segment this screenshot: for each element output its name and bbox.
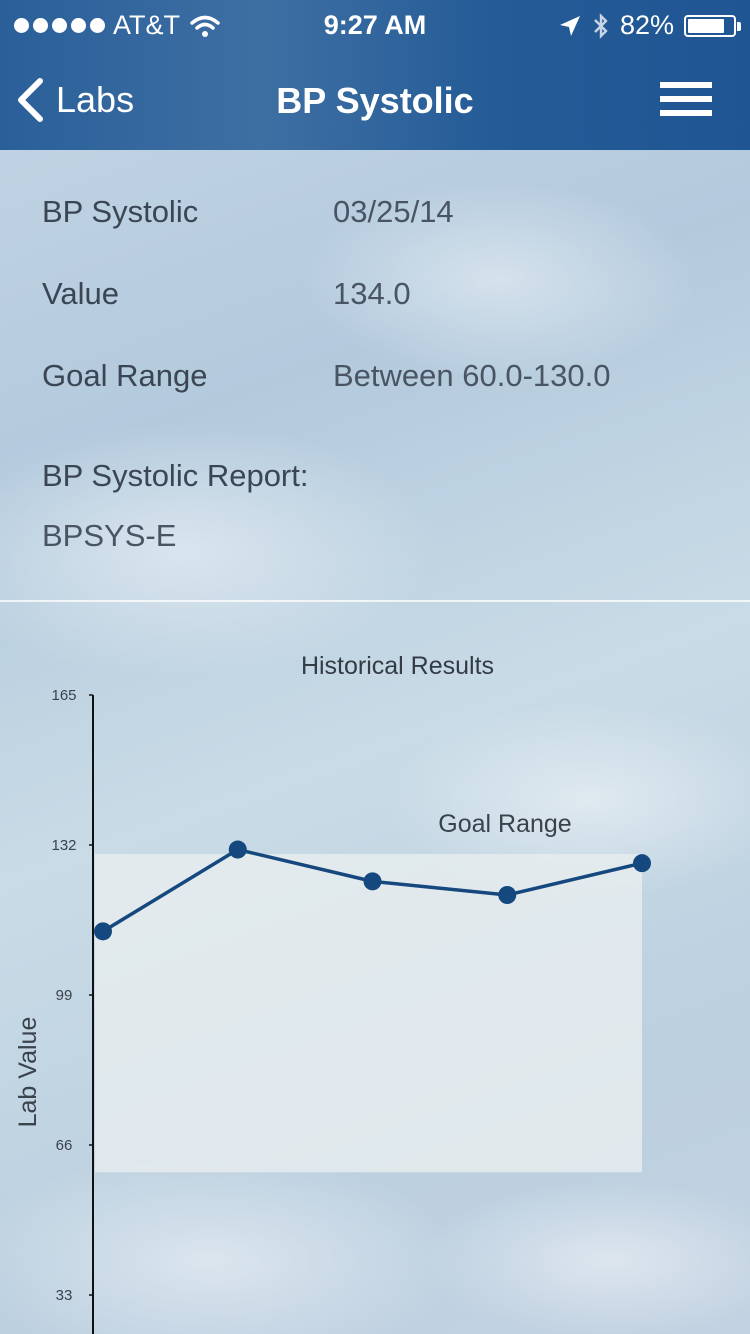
y-tick-label-33: 33 xyxy=(56,1287,73,1304)
back-button-label: Labs xyxy=(56,79,135,120)
y-tick-label-165: 165 xyxy=(51,687,76,704)
y-tick-label-99: 99 xyxy=(56,987,73,1004)
y-tick-label-66: 66 xyxy=(56,1137,73,1154)
status-bar: AT&T 9:27 AM 82% xyxy=(0,8,750,44)
location-arrow-icon xyxy=(559,15,580,36)
signal-strength-icon xyxy=(14,18,105,33)
wifi-icon xyxy=(190,15,220,37)
test-name-label: BP Systolic xyxy=(42,194,199,229)
chevron-left-icon xyxy=(18,78,43,122)
back-button[interactable]: Labs xyxy=(16,78,134,122)
page-title: BP Systolic xyxy=(276,80,474,121)
goal-range-label: Goal Range xyxy=(42,358,208,393)
status-right: 82% xyxy=(558,10,741,41)
top-bar: AT&T 9:27 AM 82% xyxy=(0,0,750,150)
lab-details: BP Systolic 03/25/14 Value 134.0 Goal Ra… xyxy=(0,150,750,600)
battery-icon xyxy=(684,14,741,37)
y-tick-label-132: 132 xyxy=(51,837,76,854)
hamburger-menu-icon[interactable] xyxy=(660,82,712,116)
data-point-4 xyxy=(498,886,517,904)
carrier-indicator: AT&T xyxy=(14,10,220,41)
lab-value: 134.0 xyxy=(333,276,411,311)
goal-range-label: Goal Range xyxy=(438,810,571,838)
chart-title: Historical Results xyxy=(300,652,495,680)
navigation-bar: Labs BP Systolic xyxy=(0,70,750,132)
goal-range-value: Between 60.0-130.0 xyxy=(333,358,611,393)
bluetooth-icon xyxy=(594,12,608,39)
value-label: Value xyxy=(42,276,119,311)
battery-percent: 82% xyxy=(619,10,674,40)
data-point-3 xyxy=(363,872,382,891)
test-date: 03/25/14 xyxy=(333,194,454,229)
report-label: BP Systolic Report: xyxy=(42,458,309,493)
data-point-2 xyxy=(228,840,247,859)
carrier-name: AT&T xyxy=(113,10,180,40)
section-divider xyxy=(0,600,750,602)
historical-results-chart: Goal Range 165 132 99 66 33 Lab Value xyxy=(14,687,651,1334)
goal-range-band xyxy=(95,854,642,1173)
y-axis-label: Lab Value xyxy=(14,1017,42,1128)
data-point-5 xyxy=(633,854,651,873)
report-code: BPSYS-E xyxy=(42,518,177,553)
status-time: 9:27 AM xyxy=(323,10,427,40)
data-point-1 xyxy=(94,922,112,941)
